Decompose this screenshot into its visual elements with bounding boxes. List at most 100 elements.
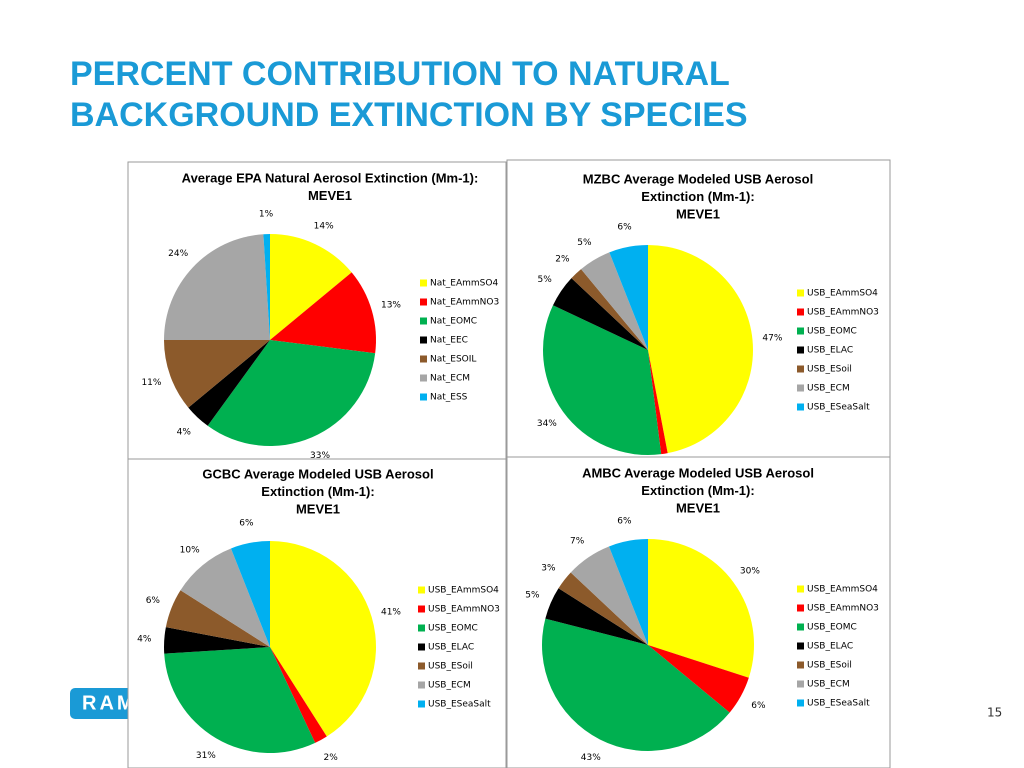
value-label: 47% — [762, 334, 782, 344]
pie-slice — [648, 350, 668, 455]
pie-slice — [164, 234, 270, 340]
legend-label: USB_ECM — [807, 384, 850, 394]
value-label: 6% — [239, 519, 254, 529]
chart-title: Average EPA Natural Aerosol Extinction (… — [182, 170, 479, 185]
chart-title: GCBC Average Modeled USB Aerosol — [202, 466, 433, 481]
chart-title: MZBC Average Modeled USB Aerosol — [583, 171, 813, 186]
legend-label: USB_EOMC — [807, 327, 857, 337]
pie-slice — [165, 590, 270, 647]
legend-label: USB_ELAC — [807, 642, 853, 652]
legend-swatch — [418, 681, 425, 689]
value-label: 10% — [180, 545, 200, 555]
legend-label: USB_EAmmSO4 — [807, 585, 878, 595]
pie-slice — [648, 539, 755, 678]
legend-label: USB_ELAC — [807, 346, 853, 356]
legend-swatch — [797, 661, 804, 669]
legend-swatch — [797, 585, 804, 593]
legend-label: USB_ESoil — [807, 661, 852, 671]
legend-swatch — [418, 605, 425, 613]
value-label: 6% — [146, 596, 161, 606]
logo: RAM — [82, 692, 137, 714]
legend-swatch — [420, 298, 427, 306]
legend-swatch — [797, 604, 804, 612]
legend-label: USB_ESeaSalt — [807, 699, 870, 709]
legend-label: USB_EAmmSO4 — [428, 586, 499, 596]
pie-slice — [581, 252, 648, 350]
pie-slice — [552, 278, 648, 350]
value-label: 43% — [581, 753, 601, 763]
legend-swatch — [420, 279, 427, 287]
legend-label: Nat_ESS — [430, 393, 468, 403]
pie-slice — [230, 541, 270, 647]
legend-label: Nat_ESOIL — [430, 355, 476, 365]
pie-slice — [545, 588, 648, 645]
slide-title: BACKGROUND EXTINCTION BY SPECIES — [70, 96, 748, 134]
legend-swatch — [797, 642, 804, 650]
pie-slice — [571, 269, 648, 350]
legend-label: USB_ESeaSalt — [807, 403, 870, 413]
value-label: 3% — [541, 563, 556, 573]
value-label: 5% — [577, 238, 592, 248]
value-label: 4% — [177, 427, 192, 437]
legend-swatch — [797, 308, 804, 316]
value-label: 31% — [196, 751, 216, 761]
value-label: 5% — [525, 590, 540, 600]
value-label: 6% — [751, 701, 766, 711]
value-label: 6% — [617, 517, 632, 527]
pie-slice — [558, 572, 648, 645]
chart-title: AMBC Average Modeled USB Aerosol — [582, 465, 814, 480]
legend-swatch — [418, 624, 425, 632]
legend-swatch — [797, 346, 804, 354]
legend-label: USB_EOMC — [428, 624, 478, 634]
value-label: 13% — [381, 300, 401, 310]
pie-slice — [270, 541, 377, 737]
legend-swatch — [797, 289, 804, 297]
pie-slice — [608, 539, 648, 645]
slide-title: PERCENT CONTRIBUTION TO NATURAL — [70, 55, 730, 93]
value-label: 1% — [259, 210, 274, 220]
legend-label: USB_ECM — [807, 680, 850, 690]
value-label: 24% — [168, 249, 188, 259]
pie-slice — [570, 546, 648, 645]
value-label: 6% — [617, 223, 632, 233]
pie-slice — [263, 234, 270, 340]
legend-label: Nat_ECM — [430, 374, 470, 384]
pie-slice — [164, 647, 316, 753]
value-label: 30% — [740, 566, 760, 576]
pie-slice — [270, 272, 376, 354]
legend-label: Nat_EAmmNO3 — [430, 298, 499, 308]
legend-label: Nat_EEC — [430, 336, 468, 346]
legend-label: USB_EAmmSO4 — [807, 289, 878, 299]
value-label: 41% — [381, 607, 401, 617]
pie-slice — [541, 618, 730, 752]
value-label: 4% — [137, 635, 152, 645]
legend-label: USB_ESoil — [428, 662, 473, 672]
pie-slice — [270, 234, 352, 340]
pie-slice — [180, 548, 270, 647]
legend-swatch — [797, 623, 804, 631]
legend-swatch — [797, 680, 804, 688]
legend-swatch — [797, 327, 804, 335]
legend-swatch — [420, 374, 427, 382]
legend-swatch — [797, 403, 804, 411]
legend-label: USB_ELAC — [428, 643, 474, 653]
value-label: 34% — [537, 419, 557, 429]
legend-label: USB_ESoil — [807, 365, 852, 375]
legend-label: USB_ESeaSalt — [428, 700, 491, 710]
chart-title: MEVE1 — [296, 501, 340, 516]
pie-slice — [609, 245, 648, 350]
value-label: 2% — [324, 753, 339, 763]
legend-swatch — [420, 355, 427, 363]
pie-slice — [207, 340, 376, 446]
legend-swatch — [420, 336, 427, 344]
chart-title: Extinction (Mm-1): — [641, 189, 754, 204]
chart-title: MEVE1 — [676, 500, 720, 515]
value-label: 11% — [141, 378, 161, 388]
value-label: 14% — [314, 221, 334, 231]
value-label: 7% — [570, 536, 585, 546]
chart-title: Extinction (Mm-1): — [641, 483, 754, 498]
legend-swatch — [797, 365, 804, 373]
pie-slice — [648, 245, 754, 454]
